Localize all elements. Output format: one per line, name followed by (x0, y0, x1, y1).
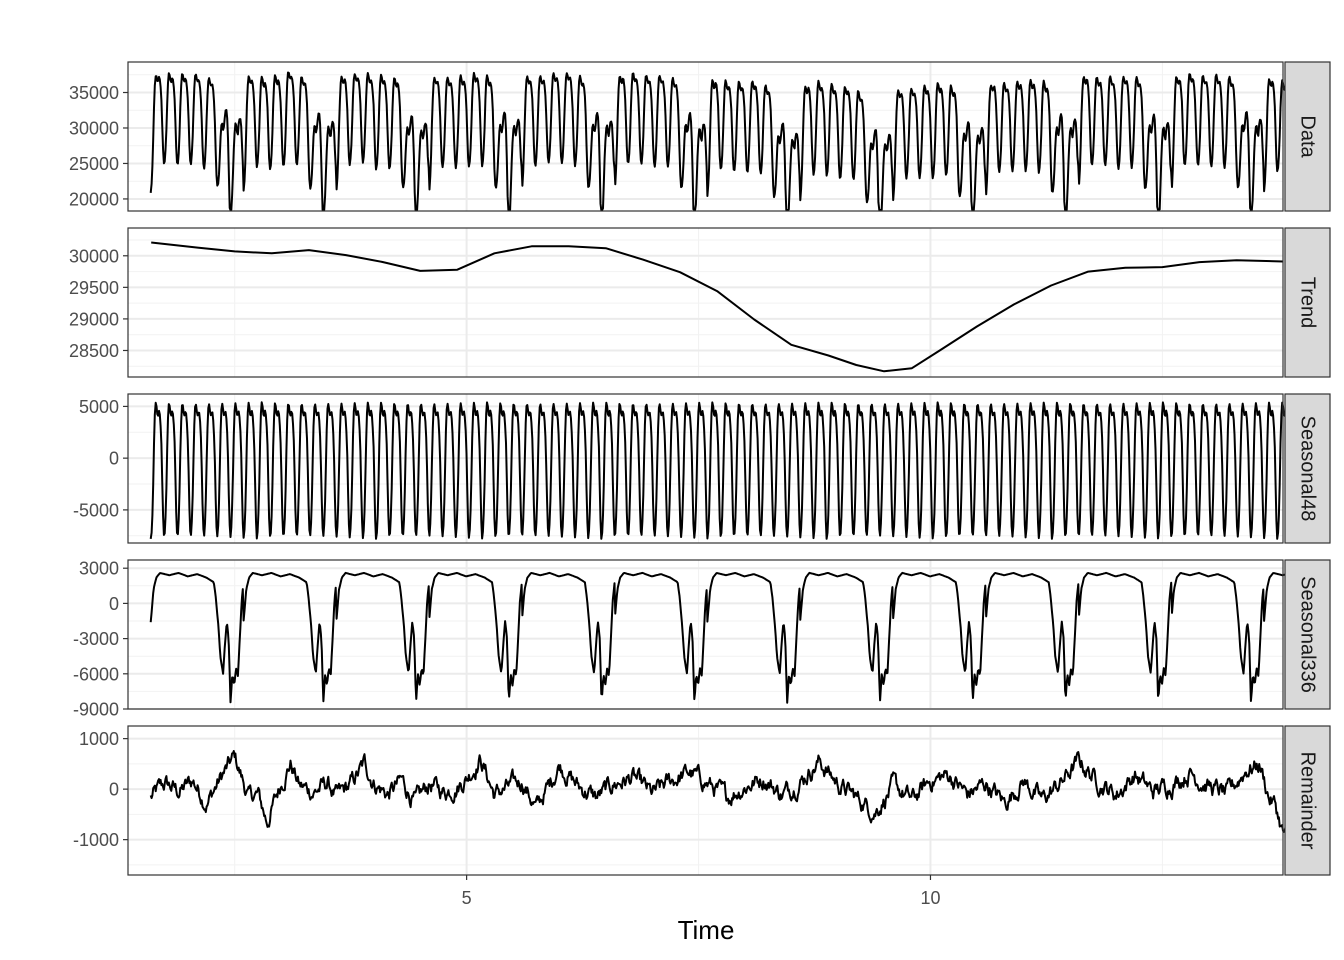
y-tick-label: 30000 (69, 246, 119, 266)
facet-strip (1284, 393, 1331, 544)
series-line-data (149, 71, 1303, 211)
panel-background (128, 726, 1283, 875)
y-tick-label: 1000 (79, 729, 119, 749)
facet-strip-label: Trend (1297, 277, 1319, 329)
series-line-seasonal336 (149, 571, 1302, 704)
panel-border (127, 393, 1284, 544)
y-tick-label: 20000 (69, 189, 119, 209)
x-tick-label: 5 (462, 888, 472, 908)
y-tick-label: 0 (109, 780, 119, 800)
panel-seasonal48: -5000 0 5000 Seasonal48 (73, 393, 1331, 544)
y-tick-label: 35000 (69, 83, 119, 103)
panel-border (127, 559, 1284, 710)
facet-strip (1284, 559, 1331, 710)
facet-strip-label: Remainder (1297, 752, 1319, 850)
series-line-remainder (149, 750, 1303, 841)
y-tick-label: 29500 (69, 278, 119, 298)
series-line-seasonal48 (149, 401, 1303, 540)
panel-border (127, 61, 1284, 212)
facet-strip (1284, 227, 1331, 378)
panels-group: 20000250003000035000Data2850029000295003… (69, 61, 1331, 876)
panel-remainder: -1000 0 1000 Remainder (73, 725, 1331, 876)
y-tick-label: 30000 (69, 118, 119, 138)
y-tick-label: -5000 (73, 500, 119, 520)
y-tick-label: 29000 (69, 309, 119, 329)
facet-strip (1284, 725, 1331, 876)
x-tick-label: 10 (920, 888, 940, 908)
y-tick-label: -3000 (73, 629, 119, 649)
facet-strip (1284, 61, 1331, 212)
panel-seasonal336: -9000 -6000 -3000 0 3000 Seasonal336 (73, 559, 1331, 720)
y-tick-label: -1000 (73, 830, 119, 850)
x-axis-title: Time (678, 915, 735, 945)
facet-strip-label: Data (1297, 115, 1319, 158)
y-tick-label: 3000 (79, 559, 119, 579)
y-tick-label: 0 (109, 449, 119, 469)
panel-border (127, 725, 1284, 876)
facet-strip-label: Seasonal336 (1297, 576, 1319, 693)
panel-border (127, 227, 1284, 378)
panel-data: 20000 25000 30000 35000 Data (69, 61, 1331, 212)
y-tick-label: 5000 (79, 397, 119, 417)
y-tick-label: -6000 (73, 664, 119, 684)
x-axis: 5 10 (462, 875, 940, 908)
y-tick-label: -9000 (73, 700, 119, 720)
panel-background (128, 228, 1283, 377)
y-tick-label: 0 (109, 594, 119, 614)
y-tick-label: 28500 (69, 341, 119, 361)
panel-background (128, 560, 1283, 709)
series-line-trend (151, 241, 1284, 373)
facet-strip-label: Seasonal48 (1297, 416, 1319, 522)
y-tick-label: 25000 (69, 154, 119, 174)
panel-trend: 28500 29000 29500 30000 Trend (69, 227, 1331, 378)
